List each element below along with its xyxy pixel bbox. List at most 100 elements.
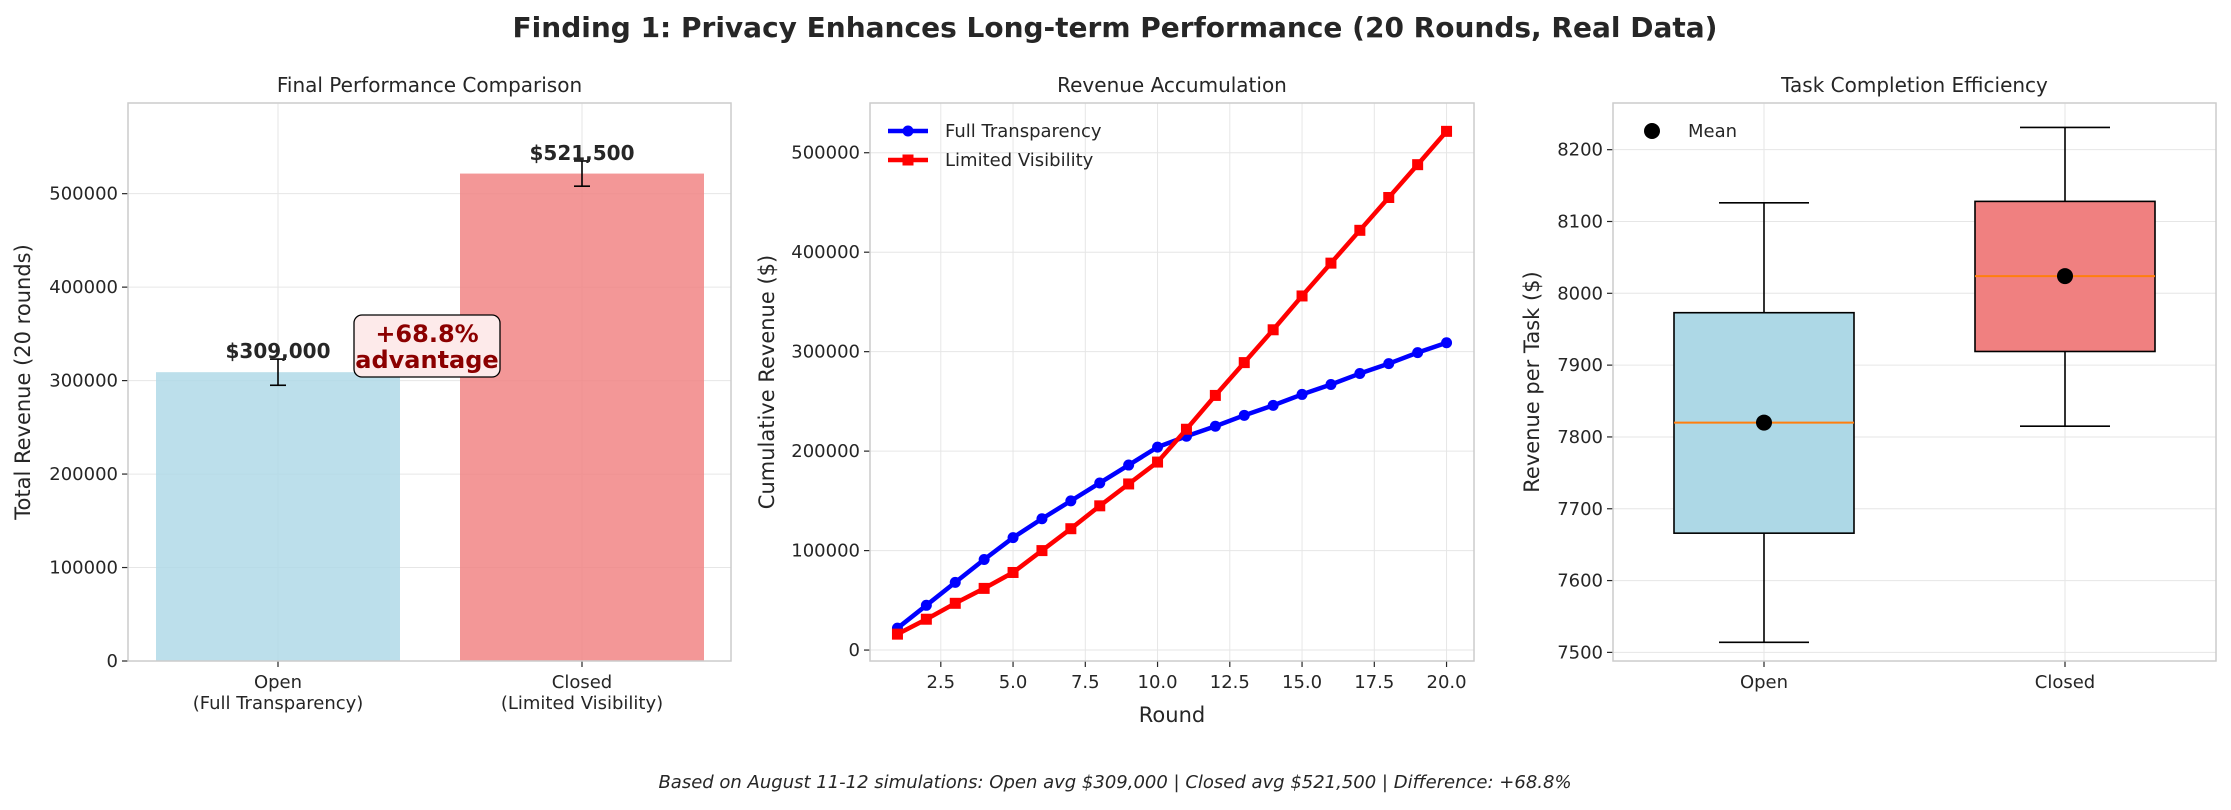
y-axis-label: Total Revenue (20 rounds) — [11, 244, 35, 521]
data-point — [1209, 420, 1221, 432]
y-tick-label: 0 — [107, 651, 118, 672]
data-point — [1412, 159, 1424, 171]
data-point — [1123, 478, 1135, 490]
legend-marker — [902, 154, 914, 166]
data-point — [1238, 357, 1250, 369]
y-tick-label: 500000 — [49, 184, 118, 205]
legend-label: Limited Visibility — [945, 150, 1094, 171]
x-tick-label: 10.0 — [1138, 672, 1178, 693]
data-point — [1094, 477, 1106, 489]
panel-title: Final Performance Comparison — [277, 73, 582, 97]
data-point — [978, 554, 990, 566]
data-point — [1238, 409, 1250, 421]
x-tick-label: 20.0 — [1427, 672, 1467, 693]
data-point — [978, 582, 990, 594]
data-point — [949, 576, 961, 588]
data-point — [920, 599, 932, 611]
y-axis-label: Cumulative Revenue ($) — [755, 255, 779, 509]
data-point — [1180, 423, 1192, 435]
data-point — [1123, 459, 1135, 471]
y-tick-label: 7700 — [1557, 499, 1603, 520]
bar-closed — [460, 173, 704, 661]
y-tick-label: 8100 — [1557, 211, 1603, 232]
data-point — [1441, 125, 1453, 137]
x-axis-label: Round — [1139, 703, 1205, 727]
data-point — [1325, 378, 1337, 390]
y-tick-label: 8200 — [1557, 140, 1603, 161]
y-tick-label: 0 — [849, 640, 860, 661]
plot-frame — [127, 102, 732, 662]
y-tick-label: 8000 — [1557, 283, 1603, 304]
x-tick-label: 2.5 — [926, 672, 955, 693]
y-tick-label: 100000 — [49, 558, 118, 579]
bar-open — [156, 372, 400, 661]
footer-note: Based on August 11-12 simulations: Open … — [658, 772, 1571, 793]
x-tick-label: 17.5 — [1354, 672, 1394, 693]
panel-task-efficiency: Task Completion Efficiency 7500 7600 7700 78… — [1520, 73, 2217, 693]
data-point — [1383, 191, 1395, 203]
data-point — [1354, 224, 1366, 236]
annotation-text: +68.8% — [375, 320, 478, 348]
y-tick-label: 300000 — [791, 342, 860, 363]
y-axis-label: Revenue per Task ($) — [1520, 271, 1544, 492]
annotation-box — [353, 314, 501, 378]
y-tick-label: 100000 — [791, 541, 860, 562]
data-point — [1267, 324, 1279, 336]
data-point — [1007, 566, 1019, 578]
bar-value-label: $521,500 — [529, 141, 634, 165]
data-point — [1065, 495, 1077, 507]
y-tick-label: 7800 — [1557, 427, 1603, 448]
data-point — [1209, 389, 1221, 401]
data-point — [1036, 513, 1048, 525]
plot-frame — [1612, 102, 2217, 662]
data-point — [1412, 347, 1424, 359]
annotation-text: advantage — [355, 346, 498, 374]
y-tick-label: 400000 — [49, 277, 118, 298]
data-point — [1354, 368, 1366, 380]
mean-marker — [1756, 414, 1772, 431]
mean-marker — [2057, 268, 2073, 285]
y-tick-label: 7900 — [1557, 355, 1603, 376]
x-tick-label: 7.5 — [1071, 672, 1100, 693]
data-point — [1441, 337, 1453, 349]
x-tick-label: (Full Transparency) — [193, 693, 364, 714]
data-point — [1267, 399, 1279, 411]
x-tick-label: Closed — [2035, 672, 2095, 693]
bar-value-label: $309,000 — [225, 339, 330, 363]
y-tick-label: 200000 — [49, 464, 118, 485]
legend-label: Full Transparency — [945, 121, 1102, 142]
data-point — [1152, 456, 1164, 468]
x-tick-label: Open — [1740, 672, 1788, 693]
x-tick-label: Open — [254, 672, 302, 693]
data-point — [1296, 388, 1308, 400]
data-point — [1007, 532, 1019, 544]
panel-final-performance: Final Performance Comparison 0 100000 20000… — [11, 73, 732, 714]
legend-marker — [1644, 123, 1660, 139]
plot-frame — [869, 102, 1475, 662]
y-tick-label: 200000 — [791, 441, 860, 462]
data-point — [1383, 358, 1395, 370]
y-tick-label: 400000 — [791, 242, 860, 263]
data-point — [1036, 545, 1048, 557]
x-tick-label: 15.0 — [1282, 672, 1322, 693]
panel-title: Revenue Accumulation — [1057, 73, 1287, 97]
data-point — [1094, 500, 1106, 512]
y-tick-label: 7600 — [1557, 571, 1603, 592]
legend-label: Mean — [1688, 121, 1737, 142]
data-point — [920, 613, 932, 625]
panel-revenue-accumulation: Revenue Accumulation 0 100000 200000 300000 4… — [755, 73, 1475, 727]
panel-title: Task Completion Efficiency — [1780, 73, 2048, 97]
x-tick-label: 5.0 — [999, 672, 1028, 693]
data-point — [891, 628, 903, 640]
data-point — [1325, 257, 1337, 269]
figure-title: Finding 1: Privacy Enhances Long-term Pe… — [513, 11, 1718, 44]
x-tick-label: 12.5 — [1210, 672, 1250, 693]
x-tick-label: (Limited Visibility) — [501, 693, 663, 714]
data-point — [1065, 523, 1077, 535]
y-tick-label: 7500 — [1557, 642, 1603, 663]
data-point — [949, 597, 961, 609]
legend-marker — [902, 125, 914, 137]
x-tick-label: Closed — [552, 672, 612, 693]
data-point — [1296, 290, 1308, 302]
